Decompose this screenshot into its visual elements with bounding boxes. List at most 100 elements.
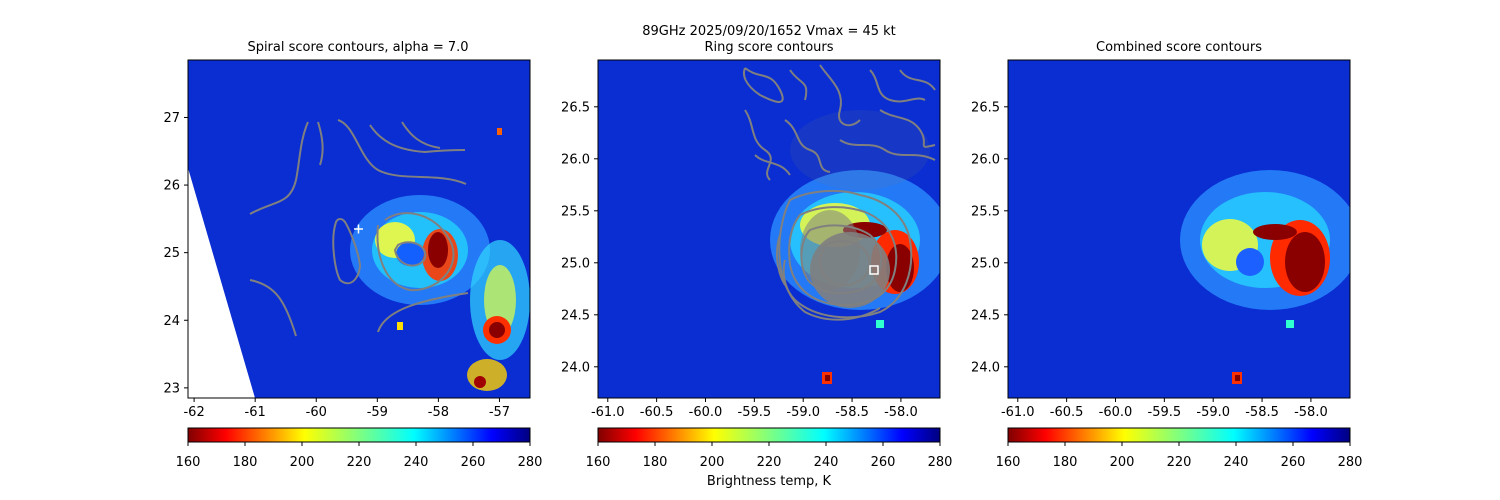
colorbar-tick-label: 280	[1338, 455, 1363, 470]
axes-frame	[187, 59, 531, 399]
y-tick-label: 27	[163, 111, 180, 126]
y-tick-label: 24.0	[971, 360, 1000, 375]
x-tick-label: -61.0	[591, 405, 625, 420]
x-tick-label: -62	[183, 405, 204, 420]
x-tick-label: -60	[306, 405, 327, 420]
x-axis: -62 -61 -60 -59 -58 -57	[183, 398, 510, 420]
panel-ring: Ring score contours	[561, 40, 952, 489]
panel-spiral: Spiral score contours, alpha = 7.0	[163, 40, 542, 470]
colorbar-tick-label: 180	[643, 455, 668, 470]
colorbar-tick-label: 220	[1167, 455, 1192, 470]
y-tick-label: 24.5	[561, 308, 590, 323]
y-tick-label: 25	[163, 246, 180, 261]
figure-suptitle: 89GHz 2025/09/20/1652 Vmax = 45 kt	[642, 24, 896, 39]
contour-line	[776, 234, 786, 286]
center-plus-marker	[354, 224, 363, 234]
x-tick-label: -57	[489, 405, 510, 420]
contour-line	[369, 124, 466, 154]
colorbar-tick-label: 200	[290, 455, 315, 470]
contour-line	[788, 206, 898, 307]
y-axis: 24.0 24.5 25.0 25.5 26.0 26.5	[971, 100, 1008, 375]
y-tick-label: 25.5	[971, 204, 1000, 219]
x-tick-label: -59.5	[738, 405, 772, 420]
contour-line	[754, 154, 791, 176]
contour-line	[869, 69, 926, 103]
panel-title: Combined score contours	[1096, 40, 1262, 55]
y-tick-label: 26	[163, 179, 180, 194]
colorbar-tick-label: 220	[347, 455, 372, 470]
contour-line	[337, 119, 467, 185]
colorbar-tick-label: 240	[814, 455, 839, 470]
colorbar-gradient	[597, 427, 941, 443]
contour-line	[401, 121, 441, 149]
y-tick-label: 25.0	[561, 256, 590, 271]
brightness-heatmap	[598, 60, 940, 398]
contour-line	[393, 241, 427, 267]
colorbar-gradient	[187, 427, 531, 443]
panel-title: Spiral score contours, alpha = 7.0	[247, 40, 468, 55]
x-axis: -61.0 -60.5 -60.0 -59.5 -59.0 -58.5 -58.0	[1001, 398, 1328, 420]
contour-line	[249, 279, 297, 337]
y-tick-label: 24	[163, 314, 180, 329]
x-tick-label: -61	[245, 405, 266, 420]
colorbar-tick-label: 280	[518, 455, 543, 470]
panel-combined: Combined score contours -61.0 -60.5 -60.0 -…	[971, 40, 1362, 470]
x-tick-label: -59.0	[1196, 405, 1230, 420]
colorbar: 160 180 200 220 240 260 280	[586, 427, 953, 470]
x-tick-label: -60.5	[640, 405, 674, 420]
x-tick-label: -61.0	[1001, 405, 1035, 420]
contour-line	[249, 121, 309, 215]
y-tick-label: 26.5	[971, 100, 1000, 115]
contour-line	[839, 139, 936, 161]
contour-line	[376, 212, 455, 292]
contour-line	[744, 109, 772, 181]
colorbar: 160 180 200 220 240 260 280	[996, 427, 1363, 470]
y-tick-label: 25.0	[971, 256, 1000, 271]
axes-frame	[597, 59, 941, 399]
contour-line	[879, 109, 936, 148]
colorbar-tick-label: 160	[586, 455, 611, 470]
x-tick-label: -60.5	[1050, 405, 1084, 420]
y-tick-label: 26.0	[561, 152, 590, 167]
contour-line	[819, 64, 861, 127]
panel-title: Ring score contours	[704, 40, 833, 55]
colorbar-tick-label: 180	[1053, 455, 1078, 470]
colorbar-tick-label: 160	[996, 455, 1021, 470]
y-tick-label: 26.0	[971, 152, 1000, 167]
contour-line	[317, 121, 324, 166]
ring-core-fill	[790, 110, 930, 308]
colorbar-tick-label: 240	[404, 455, 429, 470]
y-tick-label: 25.5	[561, 204, 590, 219]
x-tick-label: -58.5	[835, 405, 869, 420]
x-tick-label: -58.0	[884, 405, 918, 420]
x-axis: -61.0 -60.5 -60.0 -59.5 -59.0 -58.5 -58.0	[591, 398, 918, 420]
colorbar-tick-label: 180	[233, 455, 258, 470]
x-tick-label: -58.5	[1245, 405, 1279, 420]
x-tick-label: -58.0	[1294, 405, 1328, 420]
contour-line	[782, 259, 881, 321]
y-tick-label: 24.5	[971, 308, 1000, 323]
contour-line	[899, 69, 936, 91]
contour-line	[742, 67, 784, 103]
colorbar-tick-label: 260	[1281, 455, 1306, 470]
colorbar-tick-label: 280	[928, 455, 953, 470]
x-tick-label: -59	[367, 405, 388, 420]
x-tick-label: -59.0	[786, 405, 820, 420]
contour-line	[789, 69, 808, 101]
colorbar-gradient	[1007, 427, 1351, 443]
contour-line	[377, 292, 469, 333]
y-axis: 23 24 25 26 27	[163, 111, 188, 396]
colorbar-tick-label: 160	[176, 455, 201, 470]
spiral-contours	[249, 119, 469, 337]
y-tick-label: 24.0	[561, 360, 590, 375]
brightness-heatmap	[1008, 60, 1350, 398]
colorbar-tick-label: 260	[871, 455, 896, 470]
colorbar: 160 180 200 220 240 260 280	[176, 427, 543, 470]
y-axis: 24.0 24.5 25.0 25.5 26.0 26.5	[561, 100, 598, 375]
x-tick-label: -58	[428, 405, 449, 420]
contour-line	[784, 119, 831, 173]
x-tick-label: -60.0	[1099, 405, 1133, 420]
colorbar-tick-label: 200	[700, 455, 725, 470]
colorbar-tick-label: 240	[1224, 455, 1249, 470]
center-square-marker	[869, 265, 879, 275]
